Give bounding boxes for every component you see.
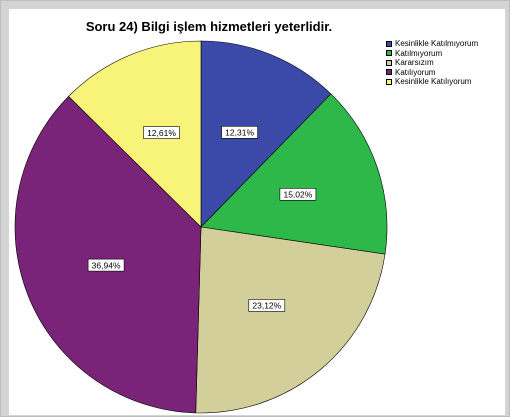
pie-slice-1	[200, 40, 332, 228]
slice-label-1: 12,31%	[221, 126, 258, 139]
legend-item: Katılıyorum	[386, 68, 478, 78]
legend-label: Kesinlikle Katılmıyorum	[395, 39, 479, 48]
legend-label: Katılmıyorum	[395, 48, 443, 58]
legend-swatch	[386, 59, 392, 66]
legend-swatch	[386, 40, 392, 47]
legend-item: Kararsızım	[386, 58, 478, 68]
legend-swatch	[386, 69, 392, 76]
slice-value-label: 12,31%	[225, 128, 254, 138]
plot-area: Soru 24) Bilgi işlem hizmetleri yeterlid…	[9, 9, 505, 415]
slice-label-5: 12,61%	[143, 126, 180, 139]
pie-slice-2	[200, 93, 388, 255]
legend-label: Katılıyorum	[395, 67, 436, 77]
chart-title: Soru 24) Bilgi işlem hizmetleri yeterlid…	[85, 19, 333, 34]
pie-slice-5	[68, 40, 202, 228]
legend-label: Kararsızım	[395, 58, 434, 67]
pie-slice-4	[14, 95, 202, 414]
legend-swatch	[386, 50, 392, 57]
slice-value-label: 15,02%	[283, 190, 312, 200]
legend-label: Kesinlikle Katılıyorum	[395, 77, 472, 86]
slice-value-label: 12,61%	[147, 128, 176, 138]
pie-chart: 12,31% 15,02% 23,12% 36,94% 12,61%	[14, 40, 388, 414]
legend-item: Kesinlikle Katılıyorum	[386, 77, 478, 87]
legend-swatch	[386, 78, 392, 85]
legend-item: Kesinlikle Katılmıyorum	[386, 39, 478, 49]
slice-label-3: 23,12%	[248, 299, 286, 312]
slice-value-label: 23,12%	[252, 301, 281, 311]
slice-label-2: 15,02%	[279, 188, 317, 201]
pie-slice-3	[195, 226, 386, 414]
legend: Kesinlikle Katılmıyorum Katılmıyorum Karar…	[386, 39, 478, 87]
slice-value-label: 36,94%	[92, 260, 121, 270]
legend-item: Katılmıyorum	[386, 49, 478, 59]
slice-label-4: 36,94%	[87, 258, 125, 272]
